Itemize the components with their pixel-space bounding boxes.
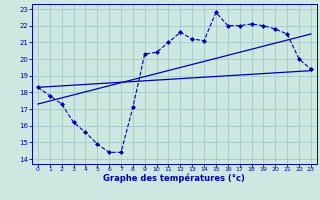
X-axis label: Graphe des températures (°c): Graphe des températures (°c) (103, 174, 245, 183)
